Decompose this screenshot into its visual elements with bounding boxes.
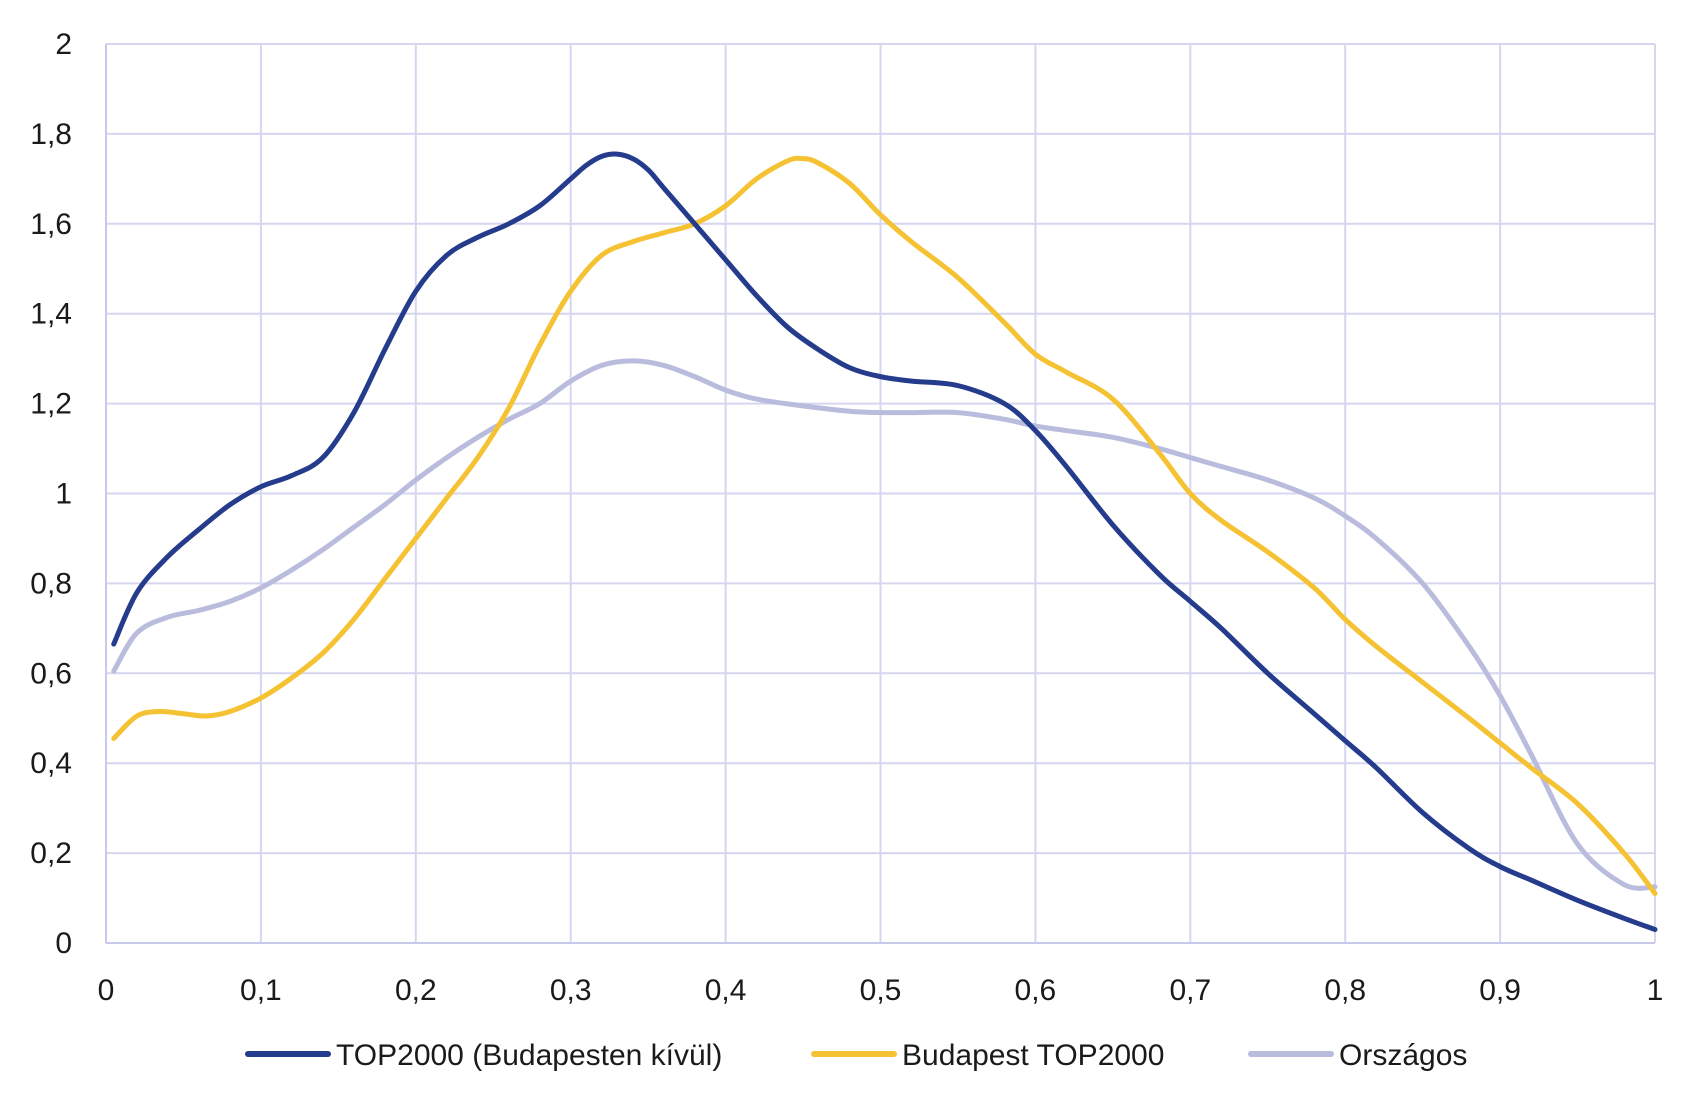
- x-tick-label: 0: [98, 974, 115, 1007]
- x-tick-label: 0,9: [1479, 974, 1521, 1007]
- legend-item-3: Országos: [1248, 1039, 1467, 1072]
- grid: [106, 43, 1656, 943]
- y-tick-label: 1,8: [30, 118, 72, 151]
- legend-label: Budapest TOP2000: [902, 1039, 1164, 1072]
- y-tick-label: 0,8: [30, 567, 72, 600]
- legend-item-2: Budapest TOP2000: [811, 1039, 1164, 1072]
- axes: 0 0,2 0,4 0,6 0,8 1 1,2 1,4 1,6 1,8 2 0 0,1 0,2 0,3 0,4…: [30, 28, 1663, 1007]
- y-tick-label: 1: [55, 478, 72, 511]
- x-tick-label: 0,2: [395, 974, 437, 1007]
- y-tick-label: 0,2: [30, 837, 72, 870]
- y-tick-label: 0: [55, 927, 72, 960]
- series-line-1: [111, 151, 1658, 933]
- x-tick-label: 0,4: [705, 974, 747, 1007]
- legend-item-1: TOP2000 (Budapesten kívül): [245, 1039, 722, 1072]
- x-tick-label: 0,6: [1015, 974, 1057, 1007]
- series-line-3: [111, 358, 1658, 891]
- legend: TOP2000 (Budapesten kívül) Budapest TOP20…: [245, 1039, 1467, 1072]
- x-tick-label: 0,5: [860, 974, 902, 1007]
- x-tick-label: 0,8: [1324, 974, 1366, 1007]
- series: [111, 151, 1658, 933]
- x-tick-label: 0,7: [1169, 974, 1211, 1007]
- x-tick-label: 0,1: [240, 974, 282, 1007]
- y-tick-label: 0,6: [30, 657, 72, 690]
- series-line-2: [111, 155, 1658, 897]
- legend-label: Országos: [1339, 1039, 1467, 1072]
- y-tick-label: 0,4: [30, 747, 72, 780]
- y-tick-label: 1,6: [30, 208, 72, 241]
- x-tick-label: 1: [1647, 974, 1664, 1007]
- y-tick-label: 1,4: [30, 298, 72, 331]
- y-tick-label: 1,2: [30, 388, 72, 421]
- x-tick-label: 0,3: [550, 974, 592, 1007]
- legend-label: TOP2000 (Budapesten kívül): [336, 1039, 722, 1072]
- y-tick-label: 2: [55, 28, 72, 61]
